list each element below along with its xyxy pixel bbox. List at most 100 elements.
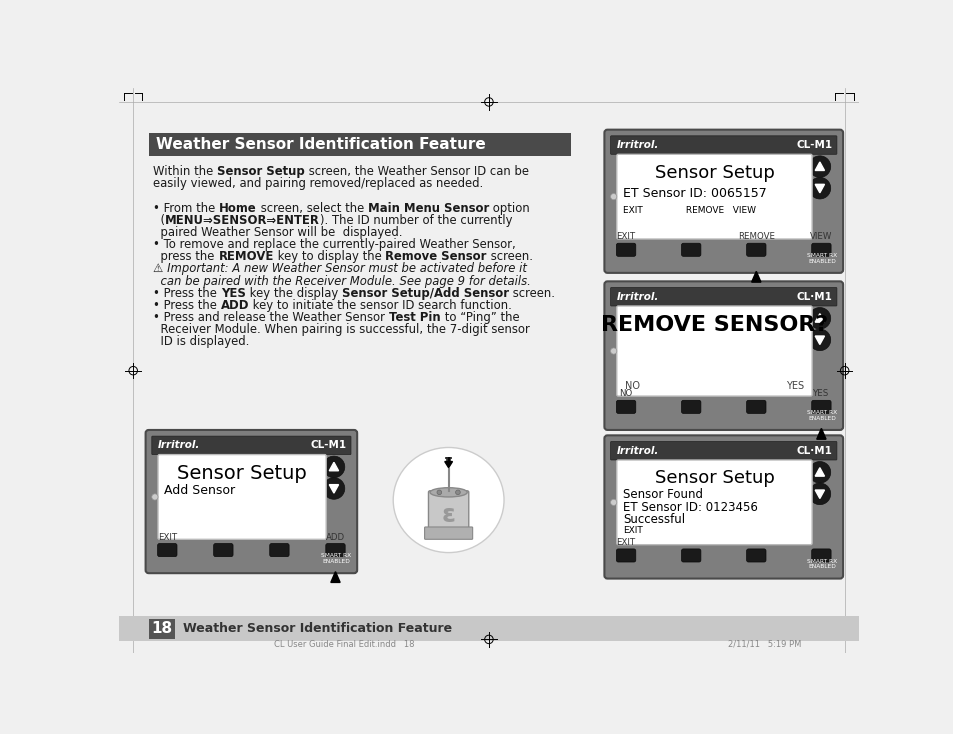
Text: ID is displayed.: ID is displayed. bbox=[153, 335, 250, 349]
Text: ). The ID number of the currently: ). The ID number of the currently bbox=[320, 214, 512, 227]
Text: key to initiate the sensor ID search function.: key to initiate the sensor ID search fun… bbox=[250, 299, 512, 312]
FancyBboxPatch shape bbox=[152, 436, 351, 454]
FancyBboxPatch shape bbox=[158, 454, 326, 539]
Circle shape bbox=[610, 194, 617, 200]
FancyBboxPatch shape bbox=[604, 281, 842, 430]
Text: screen.: screen. bbox=[486, 250, 532, 264]
FancyBboxPatch shape bbox=[149, 133, 571, 156]
Text: screen, select the: screen, select the bbox=[256, 202, 368, 214]
Polygon shape bbox=[815, 313, 823, 322]
Text: Sensor Setup: Sensor Setup bbox=[177, 464, 307, 483]
Text: screen.: screen. bbox=[508, 287, 555, 299]
FancyBboxPatch shape bbox=[213, 544, 233, 556]
Text: EXIT: EXIT bbox=[616, 538, 635, 547]
Circle shape bbox=[808, 178, 830, 199]
Text: ⚠ Important: A new Weather Sensor must be activated before it: ⚠ Important: A new Weather Sensor must b… bbox=[153, 263, 527, 275]
Polygon shape bbox=[329, 484, 338, 493]
Text: VIEW: VIEW bbox=[809, 232, 832, 241]
Text: 18: 18 bbox=[152, 621, 172, 636]
Text: key the display: key the display bbox=[246, 287, 341, 299]
Text: EXIT: EXIT bbox=[616, 232, 635, 241]
Text: SMART RX
ENABLED: SMART RX ENABLED bbox=[806, 252, 836, 264]
Text: CL-M1: CL-M1 bbox=[310, 440, 346, 451]
Text: • Press the: • Press the bbox=[153, 299, 221, 312]
Text: EXIT               REMOVE   VIEW: EXIT REMOVE VIEW bbox=[622, 206, 755, 215]
Text: screen, the Weather Sensor ID can be: screen, the Weather Sensor ID can be bbox=[305, 165, 529, 178]
FancyBboxPatch shape bbox=[119, 617, 858, 641]
Text: Sensor Setup: Sensor Setup bbox=[654, 164, 774, 181]
FancyBboxPatch shape bbox=[146, 430, 356, 573]
FancyBboxPatch shape bbox=[680, 243, 700, 256]
Text: Irritrol.: Irritrol. bbox=[158, 440, 200, 451]
Text: Home: Home bbox=[219, 202, 256, 214]
FancyBboxPatch shape bbox=[610, 136, 836, 154]
Text: ET Sensor ID: 0123456: ET Sensor ID: 0123456 bbox=[622, 501, 757, 514]
Text: ADD: ADD bbox=[326, 533, 345, 542]
Text: (: ( bbox=[153, 214, 165, 227]
FancyBboxPatch shape bbox=[680, 549, 700, 562]
Text: SMART RX
ENABLED: SMART RX ENABLED bbox=[806, 410, 836, 421]
Circle shape bbox=[610, 499, 617, 506]
Text: to “Ping” the: to “Ping” the bbox=[440, 311, 518, 324]
FancyBboxPatch shape bbox=[617, 154, 811, 239]
FancyBboxPatch shape bbox=[270, 544, 289, 556]
Circle shape bbox=[456, 490, 459, 495]
FancyBboxPatch shape bbox=[149, 619, 174, 639]
Polygon shape bbox=[815, 490, 823, 498]
Text: MENU⇒SENSOR⇒ENTER: MENU⇒SENSOR⇒ENTER bbox=[165, 214, 320, 227]
Polygon shape bbox=[331, 572, 340, 582]
Polygon shape bbox=[751, 272, 760, 282]
Text: YES: YES bbox=[812, 390, 829, 399]
FancyBboxPatch shape bbox=[610, 442, 836, 460]
Text: YES: YES bbox=[785, 381, 803, 390]
Text: 2/11/11   5:19 PM: 2/11/11 5:19 PM bbox=[727, 639, 801, 649]
Text: option: option bbox=[489, 202, 530, 214]
FancyBboxPatch shape bbox=[811, 400, 830, 413]
Text: Main Menu Sensor: Main Menu Sensor bbox=[368, 202, 489, 214]
Circle shape bbox=[808, 329, 830, 351]
Circle shape bbox=[808, 462, 830, 483]
Text: SMART RX
ENABLED: SMART RX ENABLED bbox=[320, 553, 351, 564]
Text: REMOVE: REMOVE bbox=[737, 232, 774, 241]
Text: Receiver Module. When pairing is successful, the 7-digit sensor: Receiver Module. When pairing is success… bbox=[153, 323, 530, 336]
Text: ε: ε bbox=[441, 503, 456, 527]
Text: Sensor Setup/Add Sensor: Sensor Setup/Add Sensor bbox=[341, 287, 508, 299]
Text: ET Sensor ID: 0065157: ET Sensor ID: 0065157 bbox=[622, 187, 766, 200]
Text: can be paired with the Receiver Module. See page 9 for details.: can be paired with the Receiver Module. … bbox=[153, 275, 531, 288]
Text: Sensor Setup: Sensor Setup bbox=[217, 165, 305, 178]
Ellipse shape bbox=[430, 487, 467, 497]
Text: Add Sensor: Add Sensor bbox=[164, 484, 235, 498]
Text: • Press and release the Weather Sensor: • Press and release the Weather Sensor bbox=[153, 311, 389, 324]
Text: paired Weather Sensor will be  displayed.: paired Weather Sensor will be displayed. bbox=[153, 226, 402, 239]
Circle shape bbox=[436, 490, 441, 495]
Polygon shape bbox=[444, 462, 452, 468]
Text: Sensor Setup: Sensor Setup bbox=[654, 469, 774, 487]
FancyBboxPatch shape bbox=[325, 544, 345, 556]
Circle shape bbox=[808, 483, 830, 505]
Text: Weather Sensor Identification Feature: Weather Sensor Identification Feature bbox=[156, 137, 486, 152]
FancyBboxPatch shape bbox=[604, 130, 842, 273]
Text: • Press the: • Press the bbox=[153, 287, 221, 299]
Text: YES: YES bbox=[221, 287, 246, 299]
Circle shape bbox=[610, 348, 617, 354]
FancyBboxPatch shape bbox=[617, 306, 811, 396]
FancyBboxPatch shape bbox=[746, 549, 765, 562]
Text: SMART RX
ENABLED: SMART RX ENABLED bbox=[806, 559, 836, 570]
Text: Remove Sensor: Remove Sensor bbox=[385, 250, 486, 264]
Text: Irritrol.: Irritrol. bbox=[617, 140, 659, 150]
FancyBboxPatch shape bbox=[616, 400, 635, 413]
FancyBboxPatch shape bbox=[616, 549, 635, 562]
Text: easily viewed, and pairing removed/replaced as needed.: easily viewed, and pairing removed/repla… bbox=[153, 177, 483, 190]
Text: • To remove and replace the currently-paired Weather Sensor,: • To remove and replace the currently-pa… bbox=[153, 238, 516, 251]
Text: EXIT: EXIT bbox=[157, 533, 176, 542]
Text: Test Pin: Test Pin bbox=[389, 311, 440, 324]
FancyBboxPatch shape bbox=[680, 400, 700, 413]
Polygon shape bbox=[816, 429, 825, 439]
FancyBboxPatch shape bbox=[428, 491, 468, 532]
Circle shape bbox=[808, 308, 830, 329]
Text: Within the: Within the bbox=[153, 165, 217, 178]
Polygon shape bbox=[329, 462, 338, 470]
Text: Irritrol.: Irritrol. bbox=[617, 291, 659, 302]
FancyBboxPatch shape bbox=[424, 527, 472, 539]
Text: REMOVE: REMOVE bbox=[218, 250, 274, 264]
